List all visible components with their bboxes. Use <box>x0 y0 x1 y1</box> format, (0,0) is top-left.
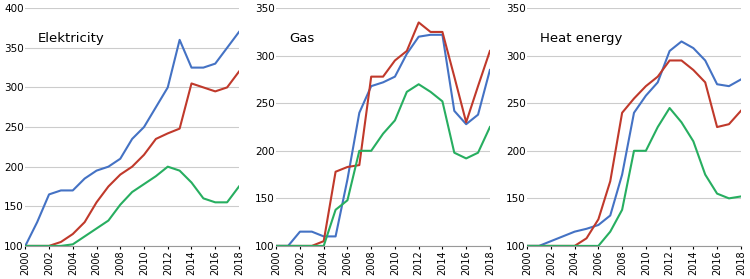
Text: Heat energy: Heat energy <box>540 32 622 45</box>
Text: Gas: Gas <box>289 32 314 45</box>
Text: Elektricity: Elektricity <box>38 32 105 45</box>
